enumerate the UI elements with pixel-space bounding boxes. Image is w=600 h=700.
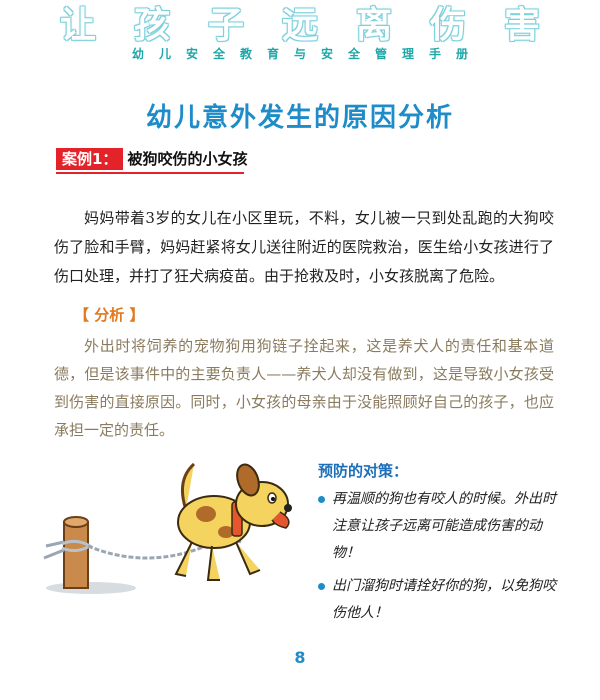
prevention-item-text: 出门溜狗时请拴好你的狗，以免狗咬伤他人！ [332,578,556,621]
case-heading: 案例1： 被狗咬伤的小女孩 [56,148,251,170]
prevention-list: 再温顺的狗也有咬人的时候。外出时注意让孩子远离可能造成伤害的动物！ 出门溜狗时请… [318,486,568,633]
case-story: 妈妈带着3岁的女儿在小区里玩，不料，女儿被一只到处乱跑的大狗咬伤了脸和手臂，妈妈… [54,209,554,285]
case-label: 案例1： [56,148,124,170]
case-underline [56,172,244,174]
dog-illustration [43,462,292,594]
book-title: 让孩子远离伤害 [59,5,578,46]
analysis-text: 外出时将饲养的宠物狗用狗链子拴起来，这是养犬人的责任和基本道德，但是该事件中的主… [54,337,554,439]
analysis-heading: 【 分析 】 [74,306,145,324]
book-subtitle: 幼儿安全教育与安全管理手册 [131,47,483,61]
list-item: 出门溜狗时请拴好你的狗，以免狗咬伤他人！ [318,573,568,627]
page-title: 幼儿意外发生的原因分析 [145,103,454,133]
prevention-item-text: 再温顺的狗也有咬人的时候。外出时注意让孩子远离可能造成伤害的动物！ [332,491,556,561]
bullet-icon [318,583,325,590]
list-item: 再温顺的狗也有咬人的时候。外出时注意让孩子远离可能造成伤害的动物！ [318,486,568,567]
prevention-title: 预防的对策： [318,462,409,480]
page-number: 8 [294,648,306,667]
bullet-icon [318,496,325,503]
case-title: 被狗咬伤的小女孩 [127,150,248,168]
